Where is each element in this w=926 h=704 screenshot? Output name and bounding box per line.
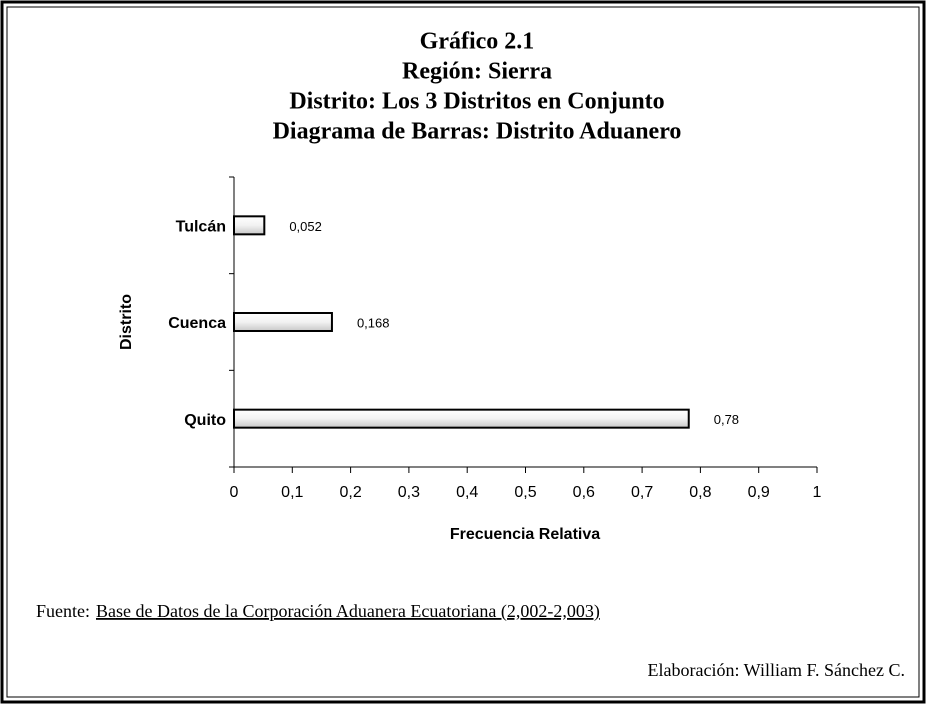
inner-frame bbox=[6, 6, 920, 698]
chart-title: Gráfico 2.1 bbox=[420, 29, 535, 55]
bar bbox=[233, 408, 690, 429]
x-tick-label: 0 bbox=[230, 484, 239, 501]
chart-subtitle: Región: Sierra bbox=[402, 59, 552, 85]
source-prefix: Fuente: bbox=[36, 601, 90, 621]
value-label: 0,168 bbox=[357, 315, 390, 330]
y-tick-label: Tulcán bbox=[176, 219, 226, 236]
x-tick-label: 0,9 bbox=[748, 484, 770, 501]
chart-subtitle: Distrito: Los 3 Distritos en Conjunto bbox=[289, 89, 664, 115]
x-tick-label: 0,8 bbox=[689, 484, 711, 501]
x-tick-label: 0,6 bbox=[573, 484, 595, 501]
y-axis-label: Distrito bbox=[118, 294, 135, 350]
y-tick-label: Quito bbox=[184, 412, 226, 429]
chart-subtitle: Diagrama de Barras: Distrito Aduanero bbox=[273, 119, 682, 145]
x-tick-label: 0,5 bbox=[514, 484, 536, 501]
x-tick-label: 0,7 bbox=[631, 484, 653, 501]
x-tick-label: 0,1 bbox=[281, 484, 303, 501]
value-label: 0,052 bbox=[289, 219, 322, 234]
value-label: 0,78 bbox=[714, 412, 739, 427]
credit: Elaboración: William F. Sánchez C. bbox=[648, 660, 905, 680]
x-tick-label: 0,3 bbox=[398, 484, 420, 501]
x-axis-label: Frecuencia Relativa bbox=[450, 526, 600, 543]
bar bbox=[233, 312, 333, 332]
source-text: Base de Datos de la Corporación Aduanera… bbox=[96, 601, 600, 622]
x-tick-label: 0,2 bbox=[339, 484, 361, 501]
title-block: Gráfico 2.1 Región: Sierra Distrito: Los… bbox=[273, 29, 682, 145]
x-tick-label: 1 bbox=[813, 484, 822, 501]
x-tick-label: 0,4 bbox=[456, 484, 478, 501]
y-tick-label: Cuenca bbox=[168, 315, 226, 332]
bar bbox=[233, 215, 266, 236]
source: Fuente: Base de Datos de la Corporación A… bbox=[36, 601, 600, 622]
